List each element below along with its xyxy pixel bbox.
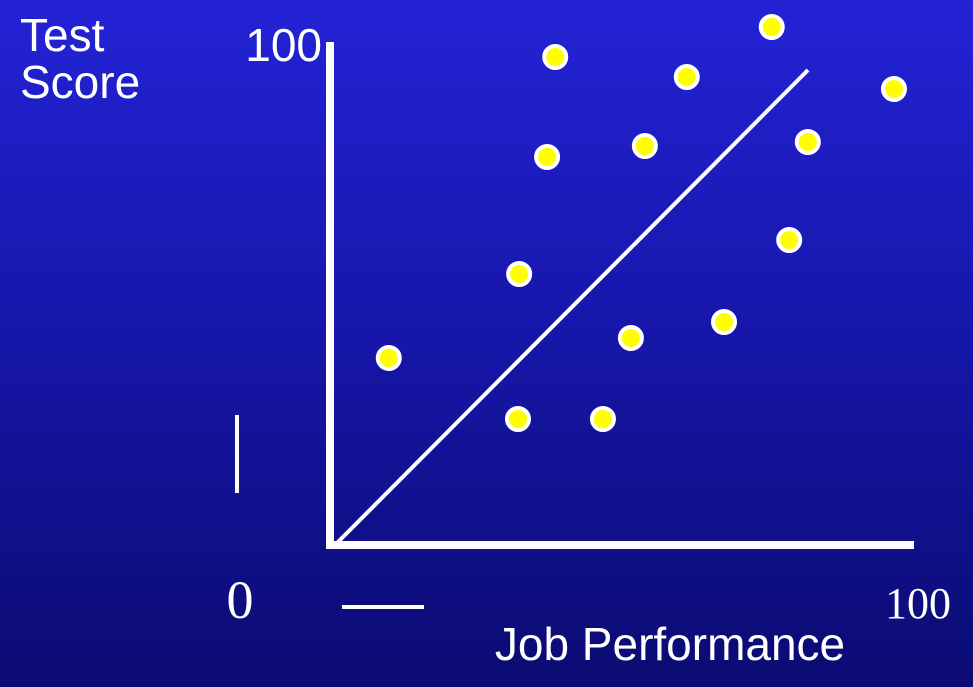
- x-tick-label: 100: [885, 579, 951, 628]
- x-tick-label: 0: [227, 570, 254, 630]
- point: [504, 406, 531, 432]
- point: [776, 227, 803, 253]
- y-axis-label: Test Score: [20, 9, 141, 108]
- point: [542, 44, 569, 70]
- y-tick-label: 100: [245, 19, 322, 71]
- diagonal-line: [333, 68, 810, 547]
- point: [880, 76, 907, 102]
- point: [506, 261, 533, 287]
- point: [589, 406, 616, 432]
- point: [375, 345, 402, 371]
- point: [673, 64, 700, 90]
- point: [534, 144, 561, 170]
- x-axis-label: Job Performance: [495, 618, 845, 670]
- point: [758, 14, 785, 40]
- point: [617, 325, 644, 351]
- point: [711, 309, 738, 335]
- point: [631, 133, 658, 159]
- point: [794, 129, 821, 155]
